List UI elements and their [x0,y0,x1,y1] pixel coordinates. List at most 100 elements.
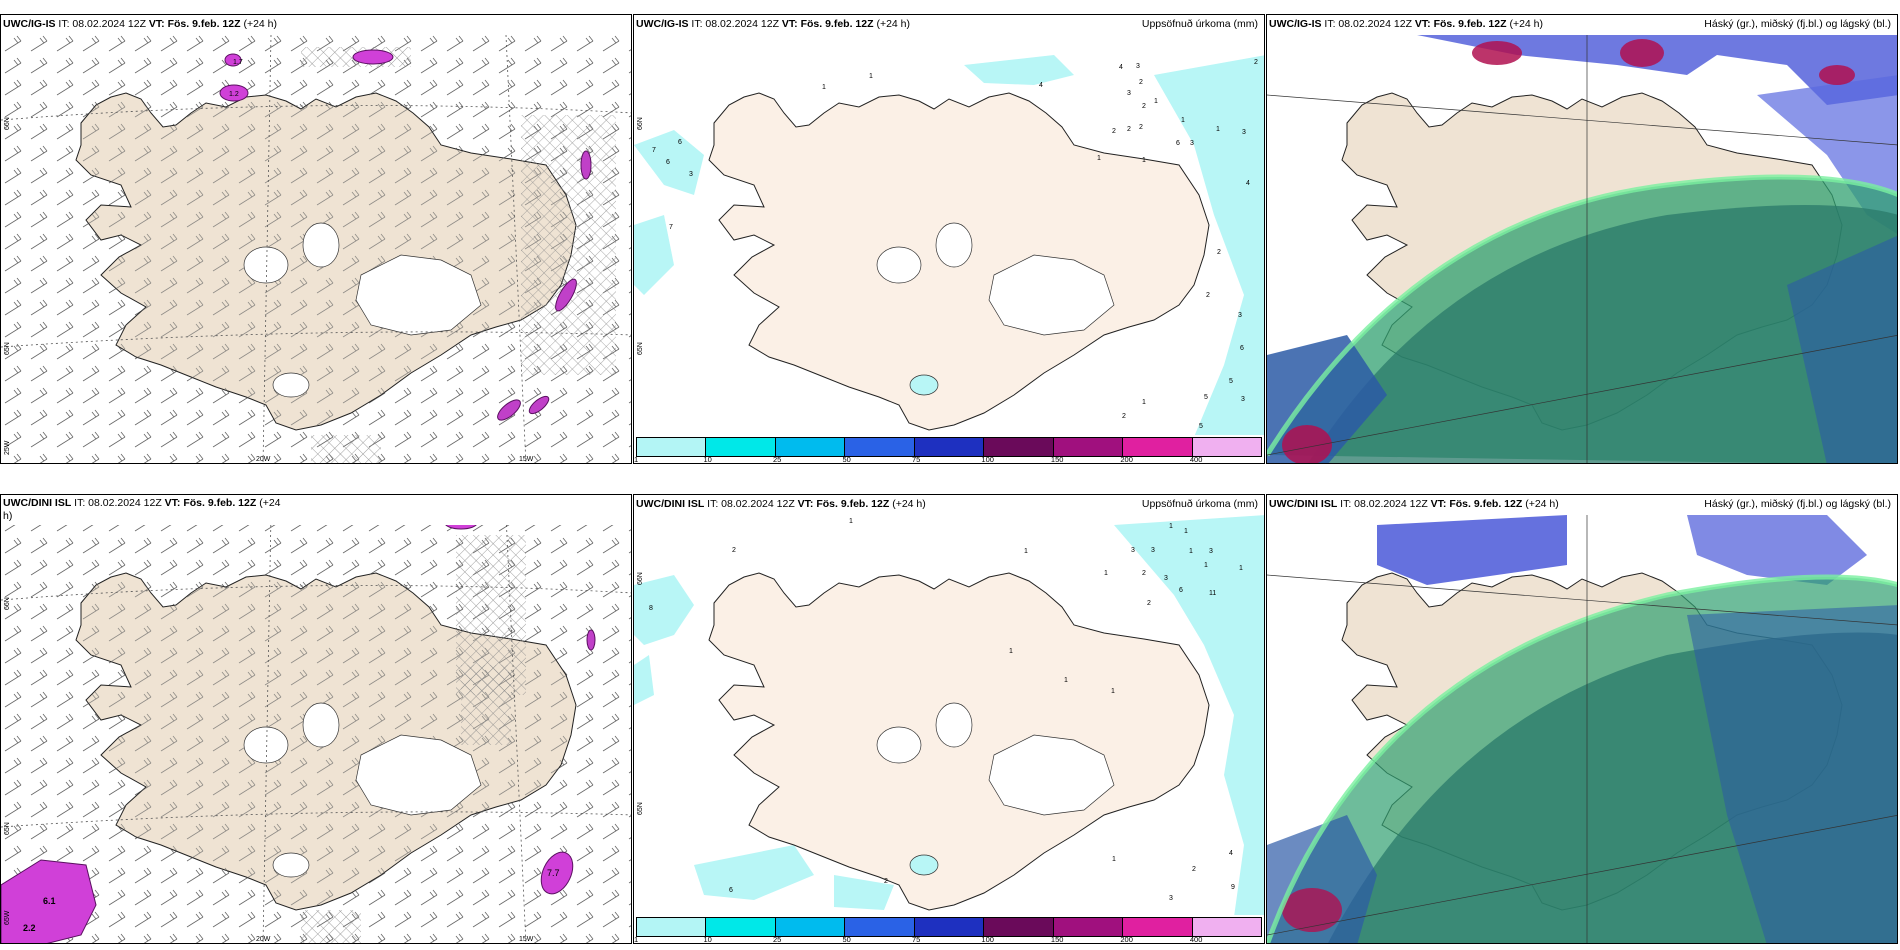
lat-label: 65N [4,342,11,355]
colorbar-cell [1192,918,1261,936]
colorbar-tick: 50 [842,935,851,944]
colorbar-tick: 100 [981,935,994,944]
panel-title: UWC/IG-IS IT: 08.02.2024 12Z VT: Fös. 9.… [636,17,1260,35]
colorbar-tick: 100 [981,455,994,464]
colorbar-tick: 150 [1050,935,1064,944]
precip-label: 3 [1242,129,1246,136]
panel-precip-dini: UWC/DINI ISL IT: 08.02.2024 12Z VT: Fös.… [633,494,1265,944]
colorbar-cell [1053,918,1124,936]
colorbar-cell [914,918,985,936]
precip-label: 1 [1216,126,1220,133]
lat-label: 65N [4,822,11,835]
precip-label: 2 [1139,79,1143,86]
panel-title: UWC/IG-IS IT: 08.02.2024 12Z VT: Fös. 9.… [3,17,627,35]
value-label: 1.2 [229,91,239,98]
precip-label: 2 [1122,413,1126,420]
panel-title: UWC/DINI ISL IT: 08.02.2024 12Z VT: Fös.… [1269,497,1893,515]
precip-label: 2 [1206,292,1210,299]
colorbar-tick: 10 [703,455,712,464]
colorbar-tick: 25 [772,935,782,944]
precip-label: 1 [1189,548,1193,555]
precip-label: 1 [1097,155,1101,162]
map-wind: 1.7 1.2 66N 65N 25W 20W 15W [1,35,631,463]
precip-label: 5 [1199,423,1203,430]
precip-label: 2 [1192,866,1196,873]
colorbar-cell [1123,918,1193,936]
value-label: 7.7 [547,868,560,878]
colorbar-tick: 1 [634,455,639,464]
colorbar-cells [636,917,1262,937]
precip-label: 2 [1147,600,1151,607]
precip-label: 2 [1254,59,1258,66]
colorbar-cell [914,438,985,456]
precip-label: 2 [1139,124,1143,131]
panel-field-label: Uppsöfnuð úrkoma (mm) [1141,18,1258,30]
precip-label: 1 [1112,856,1116,863]
lat-label: 25W [4,440,11,455]
colorbar-cell [1053,438,1124,456]
precip-colorbar: 1 10 25 50 75 100 150 200 400 [634,915,1264,943]
colorbar-ticks: 1 10 25 50 75 100 150 200 400 [634,935,1262,944]
map-precip: 1 1 4 3 2 4 3 2 2 1 2 2 1 1 3 2 6 3 1 1 … [634,55,1264,437]
precip-label: 3 [1136,63,1140,70]
precip-colorbar: 1 10 25 50 75 100 150 200 400 [634,435,1264,463]
precip-label: 1 [869,73,873,80]
precip-label: 3 [1169,895,1173,902]
precip-label: 1 [1064,677,1068,684]
panel-field-label: Uppsöfnuð úrkoma (mm) [1141,498,1258,510]
lon-label: 15W [519,456,534,463]
precip-label: 1 [1204,562,1208,569]
lon-label: 20W [256,456,271,463]
precip-label: 1 [1142,399,1146,406]
precip-label: 2 [884,878,888,885]
precip-label: 1 [1154,98,1158,105]
precip-label: 4 [1246,180,1250,187]
map-clouds [1267,35,1897,463]
lat-label: 65N [637,342,644,355]
precip-label: 1 [1142,157,1146,164]
map-precip: 1 1 1 2 1 3 3 1 3 1 1 3 6 11 2 8 2 1 1 1… [634,515,1264,917]
precip-label: 3 [1131,547,1135,554]
precip-label: 1 [1009,648,1013,655]
panel-field-label: Háský (gr.), miðský (fj.bl.) og lágský (… [1704,498,1891,510]
panel-title: UWC/DINI ISL IT: 08.02.2024 12Z VT: Fös.… [3,497,627,525]
precip-label: 2 [1112,128,1116,135]
panel-clouds-dini: UWC/DINI ISL IT: 08.02.2024 12Z VT: Fös.… [1266,494,1898,944]
colorbar-cell [845,918,915,936]
precip-label: 6 [1240,345,1244,352]
colorbar-cell [775,438,846,456]
precip-label: 1 [1111,688,1115,695]
colorbar-cell [637,438,707,456]
colorbar-cell [984,918,1054,936]
colorbar-cell [845,438,915,456]
precip-label: 1 [1181,117,1185,124]
colorbar-cell [1123,438,1193,456]
precip-label: 7 [669,224,673,231]
colorbar-tick: 25 [772,455,782,464]
panel-wind-snow-ig: UWC/IG-IS IT: 08.02.2024 12Z VT: Fös. 9.… [0,14,632,464]
precip-label: 2 [732,547,736,554]
colorbar-tick: 150 [1050,455,1064,464]
precip-label: 8 [649,605,653,612]
lat-label: 66N [637,572,644,585]
precip-label: 3 [1241,396,1245,403]
precip-label: 2 [1127,126,1131,133]
title-continuation: h) [3,510,13,522]
value-label: 6.1 [43,896,56,906]
colorbar-ticks: 1 10 25 50 75 100 150 200 400 [634,455,1262,464]
precip-label: 1 [1024,548,1028,555]
panel-precip-ig: UWC/IG-IS IT: 08.02.2024 12Z VT: Fös. 9.… [633,14,1265,464]
colorbar-cell [637,918,707,936]
colorbar-tick: 50 [842,455,851,464]
colorbar-tick: 1 [634,935,639,944]
precip-label: 2 [1217,249,1221,256]
precip-label: 1 [849,518,853,525]
precip-label: 1 [1169,523,1173,530]
colorbar-tick: 75 [911,455,921,464]
map-clouds [1267,515,1897,943]
colorbar-tick: 400 [1189,455,1203,464]
precip-label: 6 [729,887,733,894]
colorbar-cells [636,437,1262,457]
precip-label: 5 [1229,378,1233,385]
panel-title: UWC/DINI ISL IT: 08.02.2024 12Z VT: Fös.… [636,497,1260,515]
